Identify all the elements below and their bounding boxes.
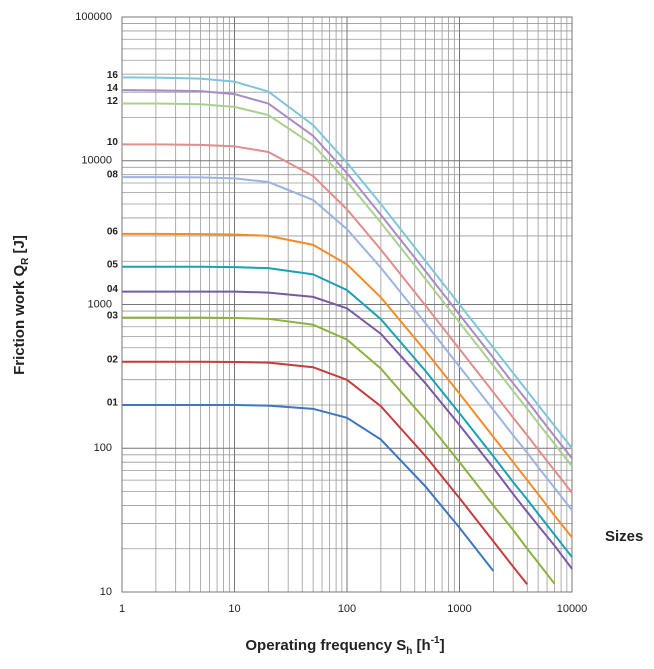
x-axis-label-part: Operating frequency S [245, 637, 406, 654]
y-axis-label-part: Friction work Q [11, 265, 28, 375]
series-label: 01 [107, 398, 119, 409]
y-tick-label: 1000 [88, 298, 112, 310]
series-label: 04 [107, 284, 119, 295]
x-tick-label: 1 [119, 603, 125, 615]
y-tick-label: 10 [100, 586, 112, 598]
x-tick-label: 1000 [447, 603, 471, 615]
series-line [122, 232, 573, 538]
x-axis-label-part: [h [412, 637, 430, 654]
plot-frame [121, 16, 573, 593]
series-label: 10 [107, 137, 119, 148]
y-tick-label: 100000 [75, 11, 112, 23]
y-axis-label-part: [J] [11, 235, 28, 258]
series-label: 03 [107, 310, 119, 321]
x-tick-label: 10 [228, 603, 240, 615]
series-label: 12 [107, 96, 119, 107]
x-tick-label: 10000 [557, 603, 588, 615]
x-axis-label-part: -1 [431, 635, 440, 646]
y-axis-label: Friction work QR [J] [11, 235, 31, 375]
series-line [122, 143, 573, 494]
series-line [122, 265, 573, 558]
x-axis-label-part: h [406, 646, 412, 657]
series-label: 06 [107, 227, 119, 238]
series-line [121, 76, 573, 449]
y-tick-label: 100 [94, 442, 112, 454]
series-label: 08 [107, 170, 119, 181]
series-line [121, 89, 573, 460]
series-label: 02 [107, 354, 119, 365]
series-label: 05 [107, 259, 119, 270]
x-tick-label: 100 [338, 603, 356, 615]
y-axis-label-part: R [20, 257, 31, 265]
series-line [122, 176, 573, 511]
series-line [122, 360, 529, 585]
series-line [122, 290, 573, 570]
legend-title: Sizes [605, 528, 643, 545]
series-line [122, 403, 495, 572]
x-axis-label: Operating frequency Sh [h-1] [245, 635, 444, 657]
y-tick-label: 10000 [81, 155, 112, 167]
series-line [122, 316, 556, 585]
series-line [122, 102, 573, 467]
series-label: 14 [107, 83, 119, 94]
series-label: 16 [107, 70, 119, 81]
x-axis-label-part: ] [440, 637, 445, 654]
